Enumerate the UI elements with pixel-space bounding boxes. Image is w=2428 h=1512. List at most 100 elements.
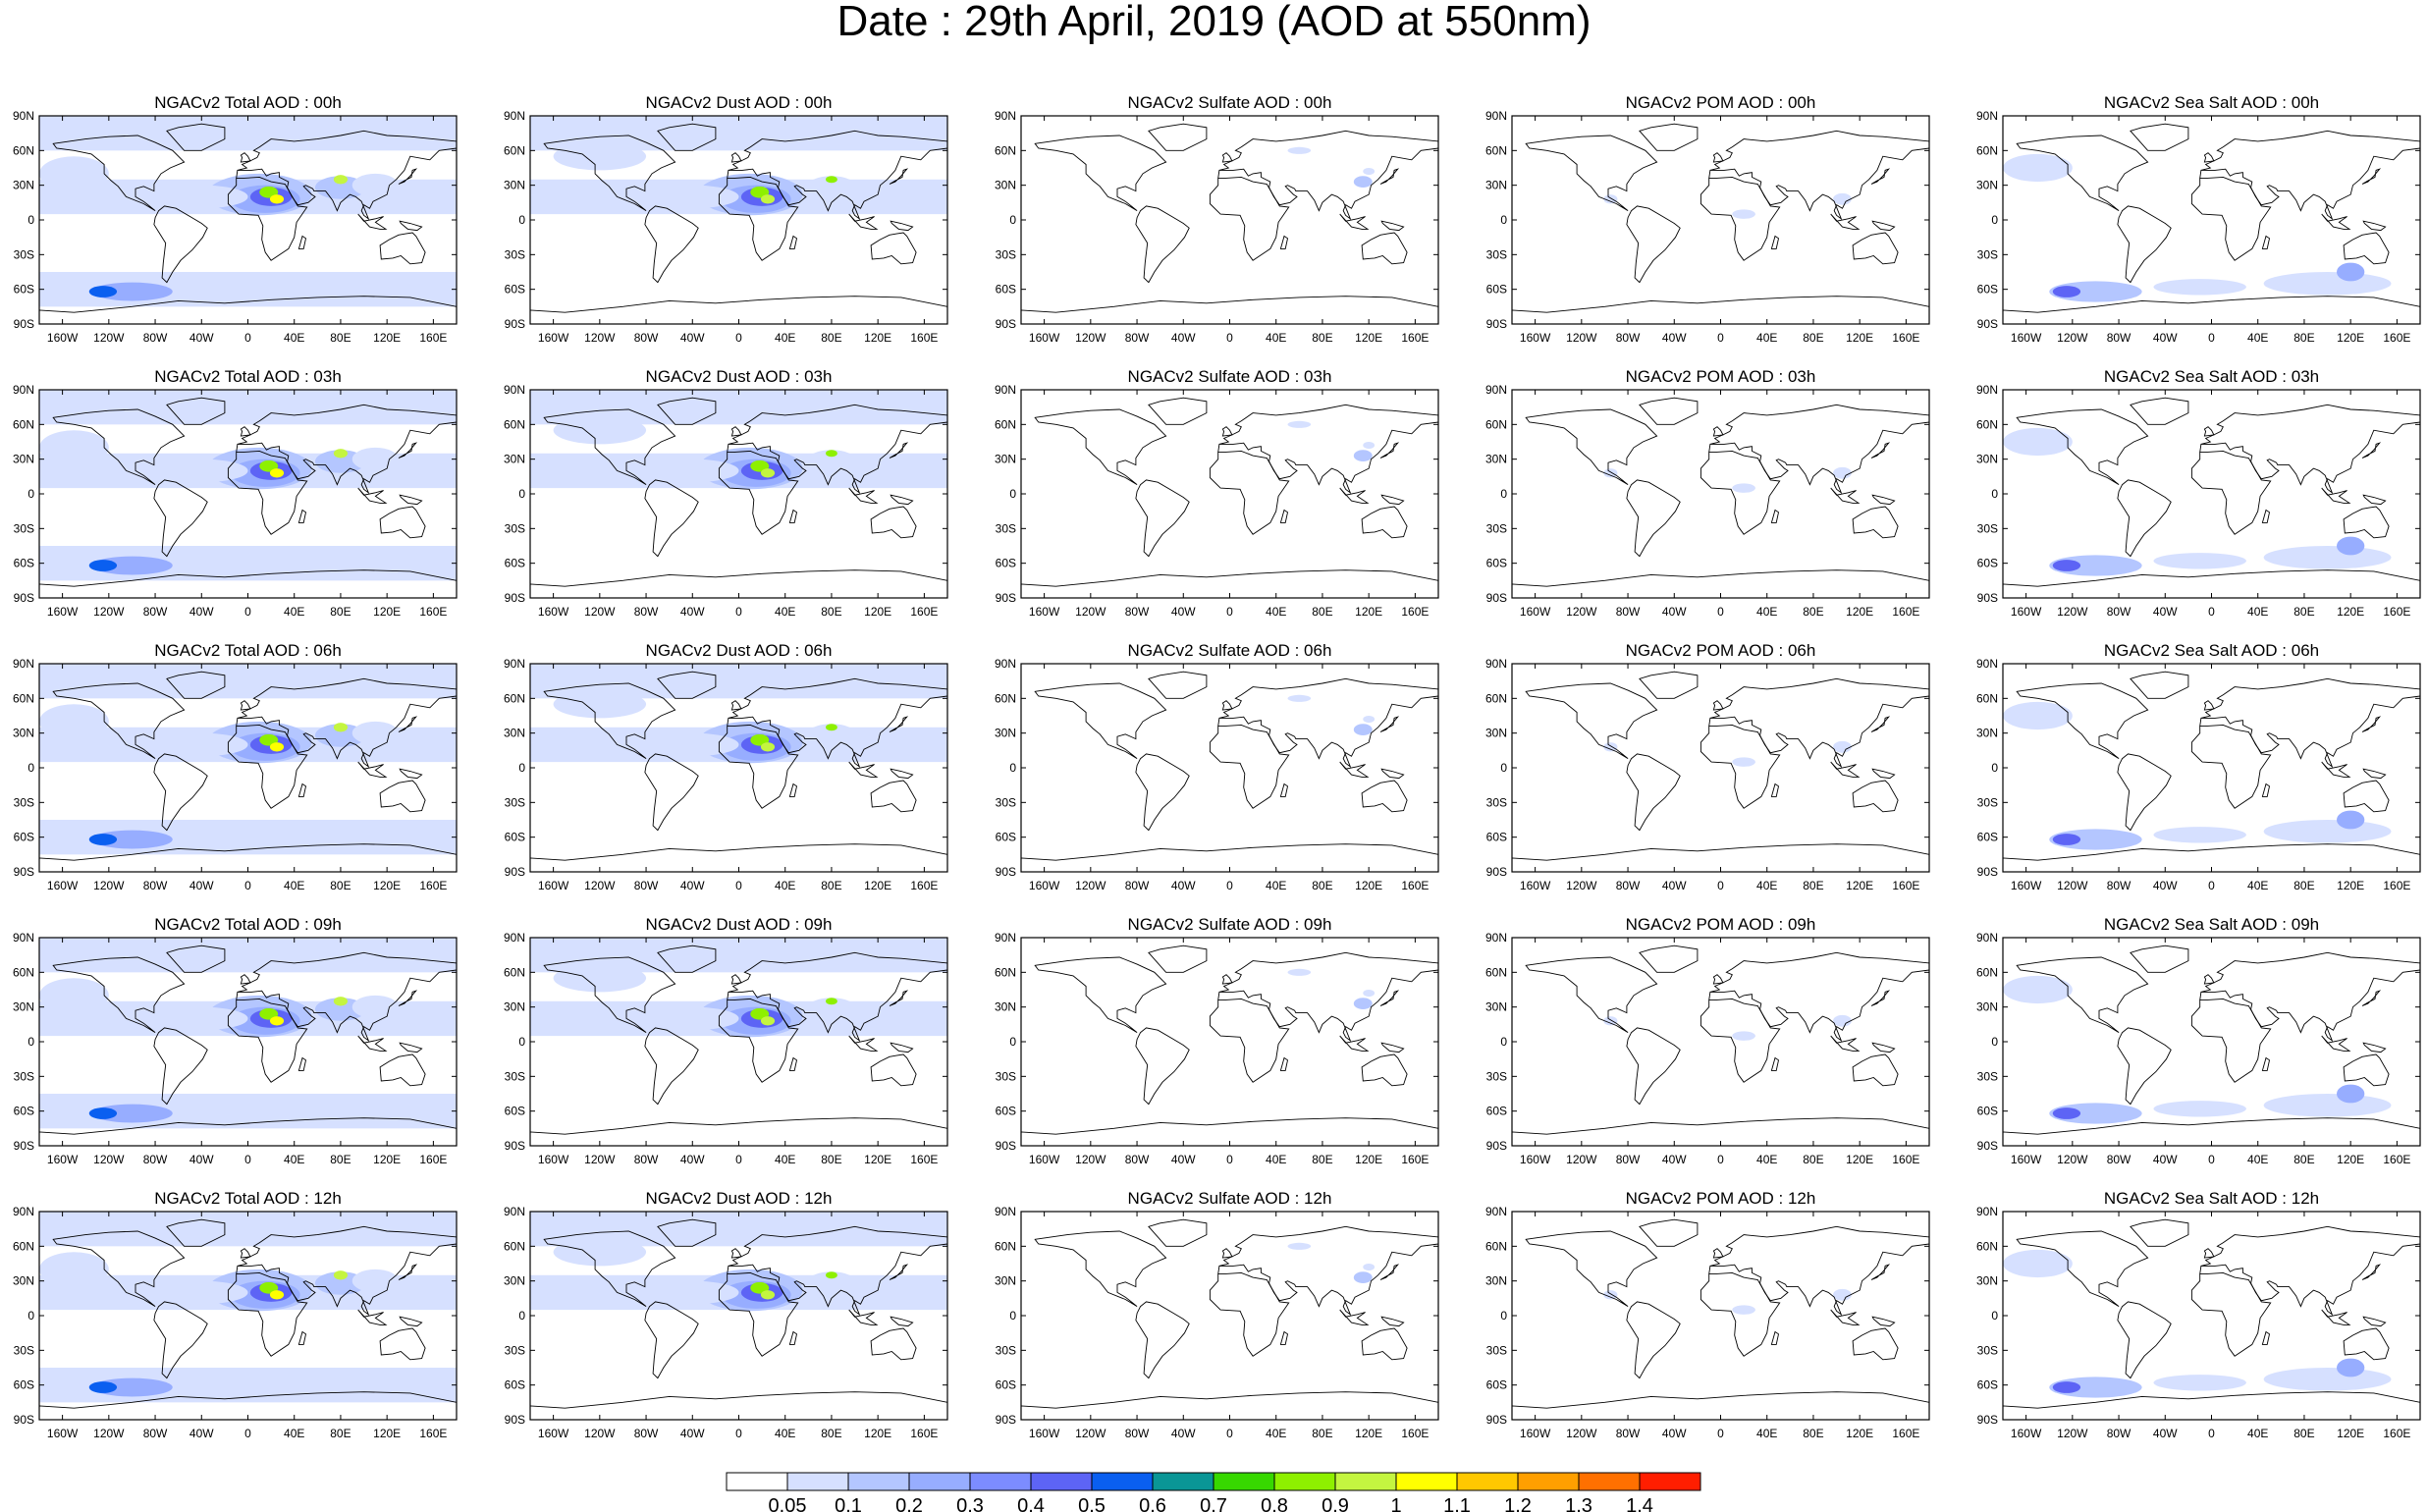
- lat-label: 0: [1991, 213, 1998, 227]
- lon-label: 160E: [910, 1427, 938, 1440]
- lon-label: 160E: [910, 879, 938, 892]
- lat-label: 60S: [14, 557, 34, 570]
- coastline: [543, 1230, 676, 1307]
- coastline: [1135, 479, 1190, 558]
- coastline: [1379, 716, 1400, 732]
- lat-label: 90S: [1486, 865, 1507, 879]
- lat-label: 0: [1991, 761, 1998, 775]
- lat-label: 0: [1991, 487, 1998, 501]
- coastline: [543, 682, 676, 759]
- aod-plume: [333, 723, 349, 732]
- coastline: [1830, 1309, 1861, 1325]
- aod-plume: [805, 1271, 857, 1295]
- aod-plume: [282, 272, 422, 296]
- aod-plume: [259, 733, 279, 746]
- coastline: [1708, 1225, 1929, 1317]
- coastline: [1871, 220, 1896, 232]
- coastline: [1339, 1035, 1370, 1052]
- lon-label: 120W: [93, 879, 125, 892]
- coastline: [727, 677, 947, 769]
- aod-plume: [1363, 716, 1376, 724]
- lon-label: 160E: [1401, 879, 1429, 892]
- lat-label: 30S: [14, 1343, 34, 1357]
- coastline: [166, 671, 226, 699]
- coastline: [1871, 1316, 1896, 1327]
- aod-plume: [333, 449, 349, 459]
- lon-label: 80E: [1803, 879, 1823, 892]
- lat-label: 0: [1009, 761, 1016, 775]
- colorbar-swatch: [786, 1472, 849, 1491]
- lon-label: 80W: [2107, 1153, 2131, 1166]
- aod-plume: [1732, 757, 1755, 767]
- aod-plume: [269, 1016, 285, 1026]
- coastline: [2321, 1309, 2351, 1325]
- lat-label: 0: [1500, 1309, 1507, 1323]
- lon-label: 0: [735, 1427, 742, 1440]
- lon-label: 120W: [1075, 605, 1106, 619]
- lon-label: 80W: [143, 331, 168, 345]
- coastline: [2016, 956, 2149, 1033]
- coastline: [227, 1271, 308, 1357]
- aod-plume: [826, 176, 837, 184]
- aod-plume: [1833, 466, 1852, 479]
- aod-plume: [259, 186, 279, 198]
- lon-label: 40W: [680, 1427, 705, 1440]
- lat-label: 60S: [1486, 831, 1507, 844]
- coastline: [153, 753, 208, 832]
- coastline: [2190, 176, 2272, 261]
- coastline: [2117, 1027, 2172, 1106]
- lon-label: 120W: [584, 605, 616, 619]
- map-area: [1021, 671, 1438, 872]
- coastline: [848, 761, 879, 778]
- lat-label: 90N: [504, 931, 525, 945]
- aod-plume: [2337, 1084, 2365, 1104]
- coastline: [870, 506, 917, 539]
- map-panel: NGACv2 Dust AOD : 03h 90N 60N 30N 0 30S 60S 90S…: [504, 367, 948, 619]
- lon-label: 0: [2208, 1153, 2215, 1166]
- coastline: [1209, 176, 1290, 261]
- lat-label: 90S: [14, 865, 34, 879]
- panel-title: NGACv2 Sea Salt AOD : 12h: [2104, 1189, 2319, 1208]
- coastline: [1135, 1027, 1190, 1106]
- lat-label: 90S: [14, 1139, 34, 1153]
- lon-label: 120E: [2337, 1427, 2364, 1440]
- aod-plume: [282, 1094, 422, 1117]
- lat-label: 90N: [1976, 109, 1998, 123]
- lon-label: 160E: [910, 605, 938, 619]
- coastline: [530, 843, 947, 872]
- lon-label: 160W: [2011, 879, 2042, 892]
- coastline: [2199, 951, 2420, 1043]
- lon-label: 0: [2208, 879, 2215, 892]
- aod-plume: [826, 998, 837, 1005]
- coastline: [39, 569, 457, 598]
- map-panel: NGACv2 POM AOD : 06h 90N 60N 30N 0 30S 60S 90S 1…: [1485, 641, 1930, 892]
- coastline: [1221, 152, 1233, 163]
- lon-label: 40W: [680, 1153, 705, 1166]
- lon-label: 0: [2208, 1427, 2215, 1440]
- lat-label: 60S: [505, 1105, 525, 1118]
- aod-plume: [2052, 1381, 2081, 1393]
- lon-label: 0: [1717, 605, 1724, 619]
- lon-label: 40E: [775, 1427, 795, 1440]
- coastline: [1021, 569, 1438, 598]
- lon-label: 40E: [2247, 331, 2268, 345]
- coastline: [2261, 509, 2271, 523]
- aod-plume: [2003, 701, 2073, 730]
- lon-label: 0: [735, 331, 742, 345]
- lon-label: 40E: [2247, 1427, 2268, 1440]
- coastline: [2362, 494, 2387, 506]
- lat-label: 30N: [13, 727, 34, 740]
- lon-label: 120W: [93, 605, 125, 619]
- coastline: [52, 1230, 186, 1307]
- lon-label: 120E: [864, 605, 891, 619]
- aod-plume: [155, 732, 248, 757]
- aod-plume: [2003, 427, 2073, 457]
- lat-label: 90S: [1977, 591, 1998, 605]
- aod-plume: [826, 450, 837, 458]
- coastline: [2003, 569, 2420, 598]
- colorbar-swatch: [1213, 1472, 1275, 1491]
- lat-label: 60N: [1976, 143, 1998, 157]
- panel-title: NGACv2 Sulfate AOD : 09h: [1128, 915, 1332, 934]
- coastline: [2203, 700, 2215, 711]
- lon-label: 160E: [2383, 331, 2410, 345]
